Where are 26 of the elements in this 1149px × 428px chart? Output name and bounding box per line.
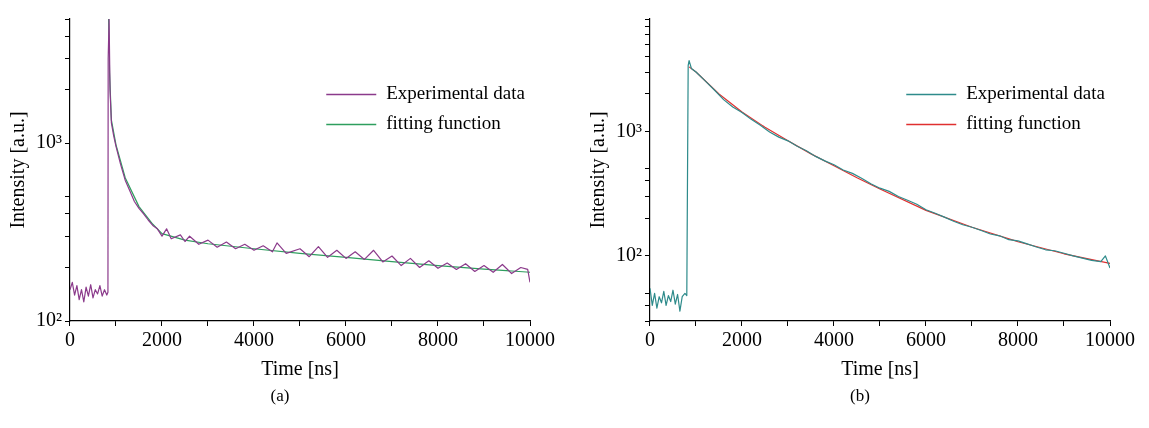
x-tick-label: 4000	[234, 328, 274, 351]
x-tick-label: 4000	[814, 328, 854, 351]
legend-label: fitting function	[386, 112, 502, 134]
x-axis-title: Time [ns]	[261, 357, 339, 380]
y-tick-label: 10³	[36, 130, 62, 153]
x-tick-label: 6000	[906, 328, 946, 351]
x-tick-label: 0	[645, 328, 655, 351]
x-tick-label: 8000	[998, 328, 1038, 351]
x-tick-label: 6000	[326, 328, 366, 351]
x-tick-label: 10000	[505, 328, 555, 351]
x-tick-label: 2000	[722, 328, 762, 351]
x-tick-label: 2000	[142, 328, 182, 351]
x-tick-label: 10000	[1085, 328, 1135, 351]
text: (a)	[269, 386, 291, 406]
legend-label: fitting function	[966, 112, 1082, 134]
y-tick-label: 10²	[36, 308, 62, 331]
x-axis-title: Time [ns]	[841, 357, 919, 380]
legend-label: Experimental data	[966, 82, 1106, 104]
y-axis-title: Intensity [a.u.]	[6, 111, 30, 229]
legend-label: Experimental data	[386, 82, 526, 104]
y-tick-label: 10²	[616, 243, 642, 266]
x-tick-label: 0	[65, 328, 75, 351]
y-tick-label: 10³	[616, 118, 642, 141]
text: (b)	[849, 386, 871, 406]
y-axis-title: Intensity [a.u.]	[586, 111, 610, 229]
x-tick-label: 8000	[418, 328, 458, 351]
